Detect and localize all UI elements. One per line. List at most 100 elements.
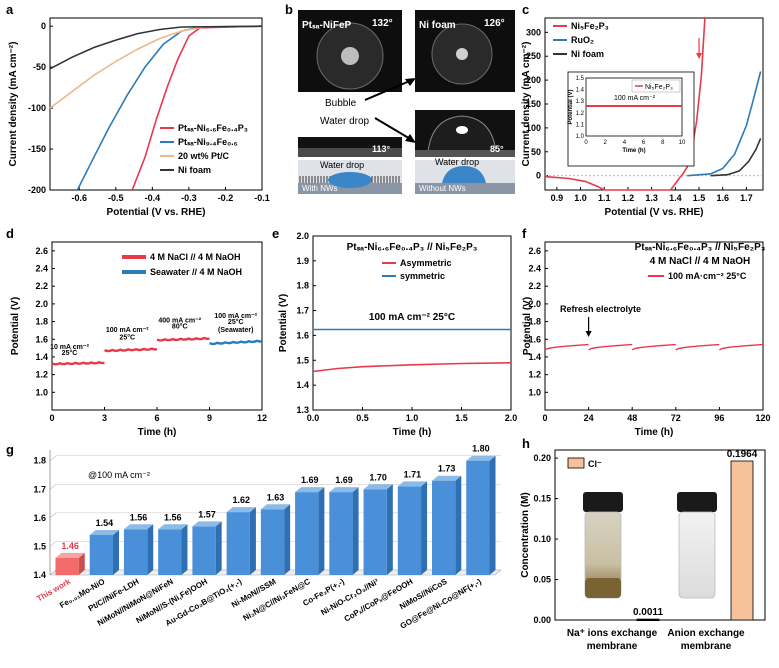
y-tick-label: 0.05: [533, 575, 551, 585]
schematic-right-drop-label: Water drop: [435, 157, 479, 167]
y-tick-label: 0.10: [533, 534, 551, 544]
series-segment-1: [104, 347, 158, 353]
bar-9: [363, 489, 387, 575]
x-tick-label: 96: [714, 413, 724, 423]
angle-top-right: 126°: [484, 18, 505, 29]
plot-frame: [49, 17, 263, 191]
grid-diagonal: [49, 541, 57, 547]
bar-value-label-11: 1.73: [438, 464, 456, 474]
x-tick-label: -0.2: [218, 193, 234, 203]
y-tick-label: -200: [28, 185, 46, 195]
grid-diagonal: [49, 484, 57, 490]
category-label-1: membrane: [681, 641, 732, 652]
schematic-drop-left: [328, 172, 372, 188]
inset-x-tick-label: 10: [679, 140, 686, 146]
x-tick-label: 1.1: [598, 193, 611, 203]
series-line-2: [49, 25, 263, 109]
y-tick-label: -100: [28, 103, 46, 113]
bar-top-4: [192, 521, 222, 527]
series-segment-2: [156, 336, 210, 342]
cycle-line-1: [588, 343, 633, 351]
bar-value-label-4: 1.57: [198, 509, 216, 519]
plot-frame: [554, 449, 766, 621]
y-tick-label: 2.4: [35, 264, 48, 274]
annotation-3: 25°C: [119, 333, 135, 341]
y-tick-label: 0.15: [533, 494, 551, 504]
y-tick-label: 2.4: [528, 264, 541, 274]
bar-side-1: [112, 530, 119, 575]
legend-entry-1: Seawater // 4 M NaOH: [150, 267, 242, 277]
x-tick-label: 0.0: [307, 413, 320, 423]
bar-value-label-12: 1.80: [472, 444, 490, 454]
y-tick-label: -50: [33, 62, 46, 72]
y-tick-label: 1.4: [528, 352, 541, 362]
inset-x-axis-label: Time (h): [622, 148, 645, 154]
bar-11: [432, 480, 456, 575]
bar-top-1: [89, 530, 119, 535]
x-tick-label: 0.9: [551, 193, 564, 203]
y-tick-label: 2.6: [35, 246, 48, 256]
x-tick-label: -0.1: [254, 193, 270, 203]
y-tick-label: 0: [41, 21, 46, 31]
y-tick-label: 1.8: [528, 317, 541, 327]
bar-1: [89, 535, 113, 575]
grid-diagonal: [49, 512, 57, 519]
series-line-0: [312, 362, 512, 373]
y-tick-label: 1.4: [35, 352, 48, 362]
y-tick-label: 1.2: [35, 370, 48, 380]
series-line-1: [687, 71, 762, 177]
inset-y-tick-label: 1.3: [576, 99, 585, 105]
bar-side-8: [352, 487, 359, 575]
bar-8: [329, 492, 353, 575]
plot-d: 0 3 6 9 12 1.0 1.2 1.4 1.6 1.8 2.0 2.2 2.4 2.6 Time (h…: [10, 241, 267, 438]
inset-x-tick-label: 2: [604, 140, 608, 146]
bar-value-label-0: 0.0011: [633, 607, 663, 618]
inset-y-tick-label: 1.4: [576, 88, 585, 94]
annotation-8: (Seawater): [218, 327, 253, 334]
chart-subtitle: 4 M NaCl // 4 M NaOH: [650, 256, 751, 267]
bar-2: [123, 529, 148, 575]
legend-entry-1: symmetric: [400, 271, 445, 281]
inset-y-tick-label: 1.0: [576, 134, 585, 140]
y-tick-label: 2.2: [35, 281, 48, 291]
panel-label-b: b: [285, 2, 293, 17]
bar-top-3: [158, 524, 188, 530]
legend-swatch: [567, 457, 585, 469]
y-tick-label: 0.00: [533, 615, 551, 625]
annotation-4: 400 mA cm⁻²: [158, 317, 201, 324]
plot-frame: [544, 241, 764, 411]
vial-right-body: [678, 511, 716, 599]
series-line-0: [544, 17, 706, 191]
y-tick-label: 1.7: [296, 306, 309, 316]
x-axis-label: Time (h): [138, 427, 177, 438]
legend-entry-0: 4 M NaCl // 4 M NaOH: [150, 252, 241, 262]
y-tick-label: 1.6: [528, 334, 541, 344]
y-tick-label: 2.0: [528, 299, 541, 309]
legend-entry-3: Ni foam: [178, 165, 211, 175]
grid-diagonal: [49, 455, 57, 461]
bubble-label: Bubble: [325, 98, 357, 109]
bar-top-9: [363, 484, 393, 490]
bar-7: [295, 492, 319, 575]
y-tick-label: 2.0: [35, 299, 48, 309]
bar-side-2: [147, 524, 154, 575]
bar-0: [636, 618, 660, 622]
y-tick-label: 0.20: [533, 453, 551, 463]
bar-value-label-8: 1.69: [335, 475, 353, 485]
y-tick-label: 200: [526, 75, 541, 85]
panel-c: c 0.9 1.0 1.1 1.2 1.3 1.4 1.5 1.6 1.705010015020…: [521, 2, 764, 218]
x-tick-label: 72: [671, 413, 681, 423]
x-tick-label: 0.5: [356, 413, 369, 423]
panel-e: e 0.0 0.5 1.0 1.5 2.0 1.3 1.4 1.5 1.6 1.7 1.8 1.9 2.…: [272, 226, 517, 438]
angle-bottom-left: 113°: [372, 144, 391, 154]
category-label-0: membrane: [587, 641, 638, 652]
x-tick-label: 1.5: [455, 413, 468, 423]
annotation-6: 100 mA cm⁻²: [214, 313, 257, 320]
bar-top-6: [260, 504, 291, 510]
y-tick-label: 1.5: [296, 355, 309, 365]
schematic-right-caption: Without NWs: [419, 184, 466, 193]
bar-side-11: [455, 475, 462, 575]
bar-side-10: [421, 481, 428, 575]
bar-value-label-3: 1.56: [164, 512, 182, 522]
